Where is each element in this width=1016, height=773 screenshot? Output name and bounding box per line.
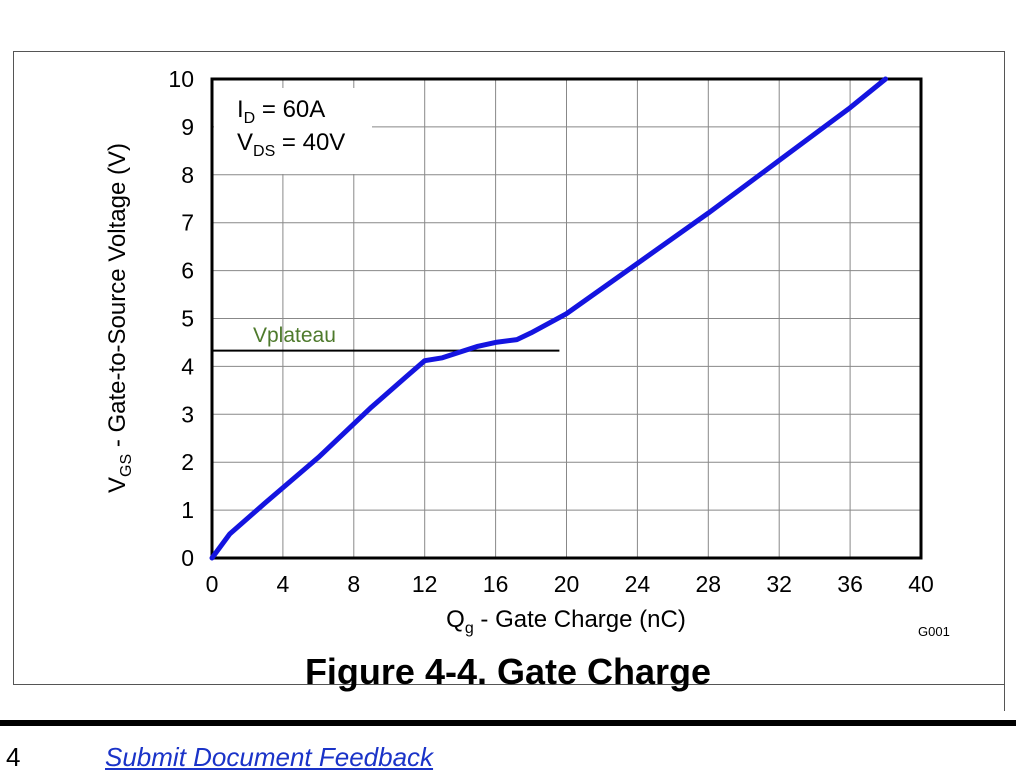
y-tick-label: 1 <box>181 497 194 523</box>
x-tick-label: 16 <box>483 571 509 597</box>
series-line <box>209 76 888 561</box>
y-tick-label: 10 <box>168 66 194 92</box>
x-tick-label: 4 <box>277 571 290 597</box>
x-tick-label: 40 <box>908 571 934 597</box>
x-tick-label: 8 <box>347 571 360 597</box>
y-axis-label: VGS - Gate-to-Source Voltage (V) <box>104 143 135 493</box>
x-tick-label: 36 <box>837 571 863 597</box>
y-tick-label: 0 <box>181 545 194 571</box>
figure-frame <box>13 51 1004 685</box>
footer-rule <box>0 720 1016 726</box>
y-tick-label: 5 <box>181 306 194 332</box>
page-number: 4 <box>6 742 21 772</box>
x-tick-label: 12 <box>412 571 438 597</box>
x-tick-label: 20 <box>554 571 580 597</box>
x-tick-label: 0 <box>206 571 219 597</box>
y-tick-label: 6 <box>181 258 194 284</box>
y-tick-labels: 0 1 2 3 4 5 6 7 8 9 10 <box>168 66 194 571</box>
x-tick-label: 28 <box>696 571 722 597</box>
y-tick-label: 3 <box>181 401 194 427</box>
x-axis-label: Qg - Gate Charge (nC) <box>446 606 686 637</box>
plot-border <box>210 77 923 560</box>
right-border <box>1004 51 1005 711</box>
y-tick-label: 8 <box>181 162 194 188</box>
feedback-link[interactable]: Submit Document Feedback <box>105 742 434 772</box>
x-tick-labels: 0 4 8 12 16 20 24 28 32 36 40 <box>206 571 934 597</box>
conditions-box <box>214 88 372 174</box>
x-tick-label: 24 <box>625 571 651 597</box>
x-tick-label: 32 <box>766 571 792 597</box>
series-group <box>209 76 888 561</box>
y-tick-label: 4 <box>181 353 194 379</box>
y-tick-label: 2 <box>181 449 194 475</box>
plateau-label: Vplateau <box>253 324 336 347</box>
y-tick-label: 9 <box>181 114 194 140</box>
condition-id: ID = 60A <box>237 96 325 127</box>
condition-vds: VDS = 40V <box>237 129 345 160</box>
y-tick-label: 7 <box>181 210 194 236</box>
figure-code: G001 <box>918 624 950 639</box>
figure-title: Figure 4-4. Gate Charge <box>305 651 711 692</box>
